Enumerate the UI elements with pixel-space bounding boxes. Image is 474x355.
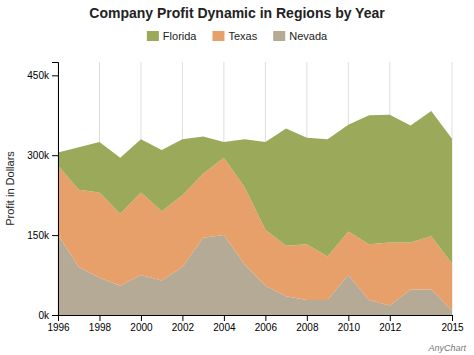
x-axis-line [59,316,453,322]
x-tick: 2000 [130,315,153,333]
legend-label: Texas [228,30,257,42]
x-tick: 2002 [172,315,195,333]
y-axis-line [52,63,59,316]
plot-area: 1996 1998 2000 2002 2004 2006 2008 2010 2012 2015… [27,62,464,333]
y-tick-label: 450k [27,70,50,81]
legend-item: Florida [147,30,198,42]
x-tick-mark [224,315,225,321]
title: Company Profit Dynamic in Regions by Yea… [89,5,385,21]
areas [58,111,452,315]
y-tick: 450k [27,70,58,81]
legend: Florida Texas Nevada [147,30,328,42]
y-tick-mark [52,315,58,316]
y-tick-label: 300k [27,150,50,161]
y-tick-mark [52,75,58,76]
x-tick-label: 2006 [255,322,278,333]
y-tick-label: 0k [38,310,50,321]
legend-item: Nevada [273,30,328,42]
y-tick: 150k [27,230,58,241]
x-tick: 1996 [47,315,70,333]
x-tick-mark [307,315,308,321]
grid [58,62,452,315]
y-tick-label: 150k [27,230,50,241]
x-tick-label: 1996 [47,322,70,333]
y-axis-title: Profit in Dollars [4,151,16,226]
x-tick-label: 2002 [172,322,195,333]
area [58,111,452,264]
x-tick-label: 1998 [89,322,112,333]
x-tick-mark [348,315,349,321]
x-tick-mark [182,315,183,321]
x-tick-mark [265,315,266,321]
x-tick: 2004 [213,315,236,333]
x-tick-label: 2004 [213,322,236,333]
x-axis: 1996 1998 2000 2002 2004 2006 2008 2010 2012 2015 [47,315,464,333]
x-tick-label: 2012 [379,322,402,333]
x-tick-label: 2015 [441,322,464,333]
x-tick: 2006 [255,315,278,333]
chart-svg: Company Profit Dynamic in Regions by Yea… [0,0,474,355]
legend-swatch [147,31,159,41]
x-tick: 2010 [338,315,361,333]
x-tick: 2008 [296,315,319,333]
x-tick-mark [141,315,142,321]
x-tick: 1998 [89,315,112,333]
x-tick: 2012 [379,315,402,333]
y-tick-mark [52,235,58,236]
annotation: AnyChart [427,343,466,353]
legend-swatch [273,31,285,41]
legend-label: Nevada [289,30,328,42]
y-tick: 0k [38,310,58,321]
legend-swatch [212,31,224,41]
legend-label: Florida [163,30,198,42]
y-tick: 300k [27,150,58,161]
x-tick-label: 2000 [130,322,153,333]
x-tick: 2015 [441,315,464,333]
y-axis: 0k 150k 300k 450k [27,63,58,321]
chart-container: Company Profit Dynamic in Regions by Yea… [0,0,474,355]
x-tick-mark [452,315,453,321]
x-tick-mark [99,315,100,321]
x-tick-label: 2008 [296,322,319,333]
x-tick-mark [390,315,391,321]
legend-item: Texas [212,30,257,42]
x-tick-label: 2010 [338,322,361,333]
y-tick-mark [52,155,58,156]
